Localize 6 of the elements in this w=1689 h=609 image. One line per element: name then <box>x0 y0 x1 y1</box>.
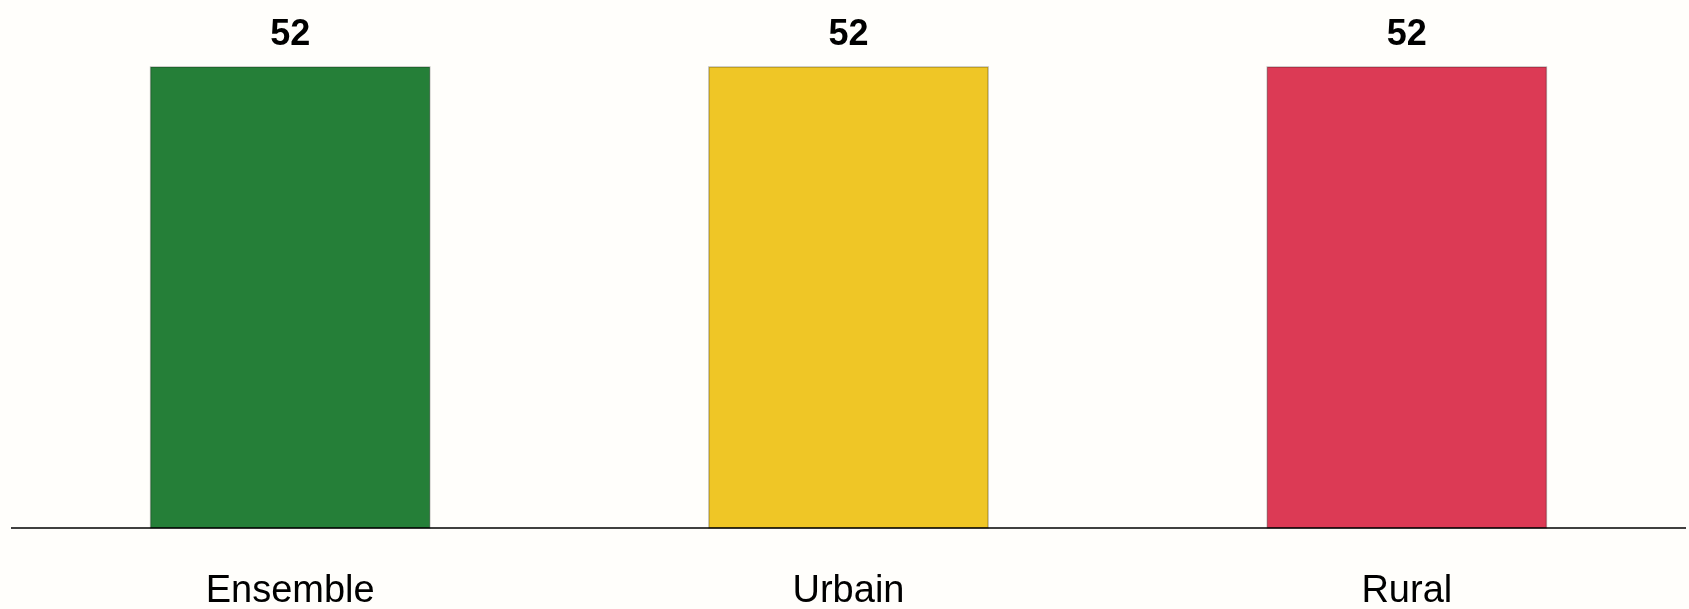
data-label: 52 <box>828 12 869 53</box>
x-tick-label: Rural <box>1361 568 1453 609</box>
data-label: 52 <box>1386 12 1427 53</box>
x-tick-label: Urbain <box>792 568 905 609</box>
x-tick-label: Ensemble <box>205 568 375 609</box>
data-label: 52 <box>270 12 311 53</box>
